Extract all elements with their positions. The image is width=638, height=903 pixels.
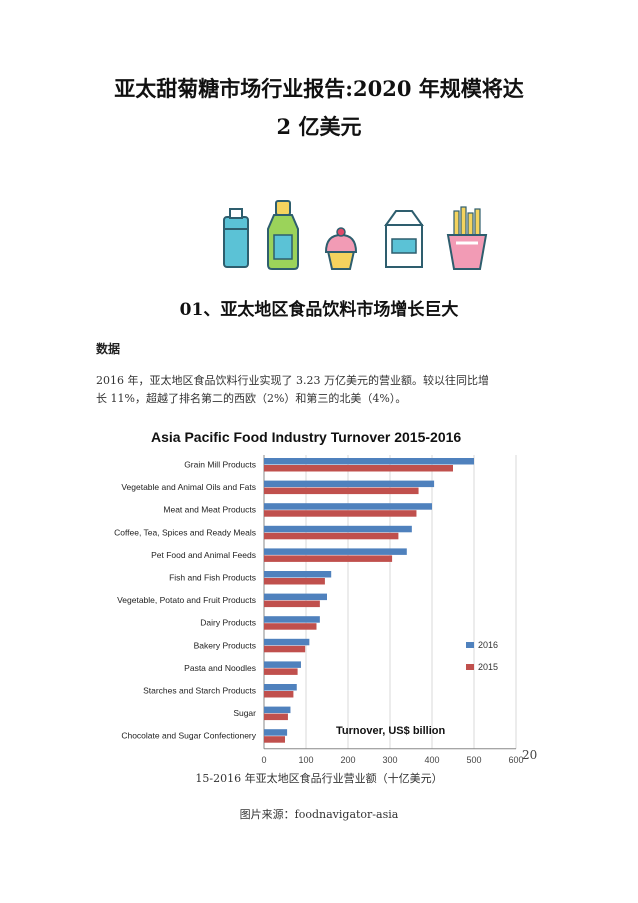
x-tick-label: 400 <box>424 755 439 765</box>
bar-2016 <box>264 480 435 488</box>
x-tick-label: 500 <box>466 755 481 765</box>
category-label: Vegetable, Potato and Fruit Products <box>117 595 256 605</box>
bar-2016 <box>264 503 432 510</box>
category-label: Pet Food and Animal Feeds <box>151 550 256 560</box>
figure-caption: 15-2016 年亚太地区食品行业营业额（十亿美元） <box>195 772 443 785</box>
bar-2015 <box>264 713 288 721</box>
bar-2016 <box>264 706 291 714</box>
bar-2016 <box>264 458 474 465</box>
bar-2015 <box>264 736 285 743</box>
bar-2015 <box>264 532 399 540</box>
milk-carton-icon <box>384 210 424 268</box>
x-tick-label: 200 <box>340 755 355 765</box>
bar-2015 <box>264 510 417 517</box>
legend-swatch <box>466 664 474 670</box>
bar-2016 <box>264 548 407 555</box>
bar-2015 <box>264 578 325 585</box>
juice-bottle-icon <box>267 200 299 270</box>
paragraph-line-2: 长 11%，超越了排名第二的西欧（2%）和第三的北美（4%）。 <box>96 392 407 405</box>
bar-2016 <box>264 616 320 623</box>
bar-2015 <box>264 555 393 562</box>
category-label: Chocolate and Sugar Confectionery <box>121 731 256 741</box>
legend-label: 2016 <box>478 640 498 650</box>
bar-2015 <box>264 600 320 608</box>
figure-source: 图片来源：foodnavigator-asia <box>239 808 399 821</box>
bar-2015 <box>264 645 306 653</box>
section-heading: 01、亚太地区食品饮料市场增长巨大 <box>179 300 459 320</box>
bar-2015 <box>264 668 298 675</box>
x-tick-label: 0 <box>261 755 266 765</box>
category-label: Vegetable and Animal Oils and Fats <box>121 482 256 492</box>
document-title: 亚太甜菊糖市场行业报告:2020 年规模将达 2 亿美元 <box>60 70 578 146</box>
category-label: Starches and Starch Products <box>143 686 256 696</box>
chart-title: Asia Pacific Food Industry Turnover 2015… <box>151 429 461 445</box>
page-number: 20 <box>522 748 538 762</box>
legend-label: 2015 <box>478 662 498 672</box>
turnover-bar-chart: Asia Pacific Food Industry Turnover 2015… <box>114 429 523 765</box>
body-paragraph: 2016 年，亚太地区食品饮料行业实现了 3.23 万亿美元的营业额。较以往同比… <box>96 372 546 408</box>
bar-2016 <box>264 661 301 668</box>
title-line-2: 2 亿美元 <box>276 114 362 139</box>
fries-icon <box>446 206 488 270</box>
category-label: Coffee, Tea, Spices and Ready Meals <box>114 527 256 537</box>
category-label: Bakery Products <box>194 640 256 650</box>
paragraph-line-1: 2016 年，亚太地区食品饮料行业实现了 3.23 万亿美元的营业额。较以往同比… <box>96 374 489 387</box>
bar-2015 <box>264 465 453 472</box>
category-label: Grain Mill Products <box>184 460 256 470</box>
x-tick-label: 100 <box>298 755 313 765</box>
x-tick-label: 300 <box>382 755 397 765</box>
category-label: Dairy Products <box>200 618 256 628</box>
legend-swatch <box>466 642 474 648</box>
category-label: Pasta and Noodles <box>184 663 256 673</box>
bar-2016 <box>264 593 327 601</box>
subheading: 数据 <box>96 342 121 356</box>
bar-2016 <box>264 571 332 578</box>
cupcake-icon <box>324 227 358 270</box>
bar-2015 <box>264 623 317 630</box>
category-label: Meat and Meat Products <box>163 505 256 515</box>
bottle-icon <box>223 208 249 268</box>
category-label: Sugar <box>233 708 256 718</box>
category-label: Fish and Fish Products <box>169 573 256 583</box>
title-line-1: 亚太甜菊糖市场行业报告:2020 年规模将达 <box>114 76 524 101</box>
bar-2015 <box>264 487 419 495</box>
bar-2016 <box>264 729 288 736</box>
bar-2016 <box>264 684 297 691</box>
bar-2015 <box>264 691 294 698</box>
bar-2016 <box>264 525 412 533</box>
bar-2016 <box>264 638 310 646</box>
x-tick-label: 600 <box>508 755 523 765</box>
x-axis-label: Turnover, US$ billion <box>336 725 445 737</box>
food-icons-row <box>223 200 488 270</box>
